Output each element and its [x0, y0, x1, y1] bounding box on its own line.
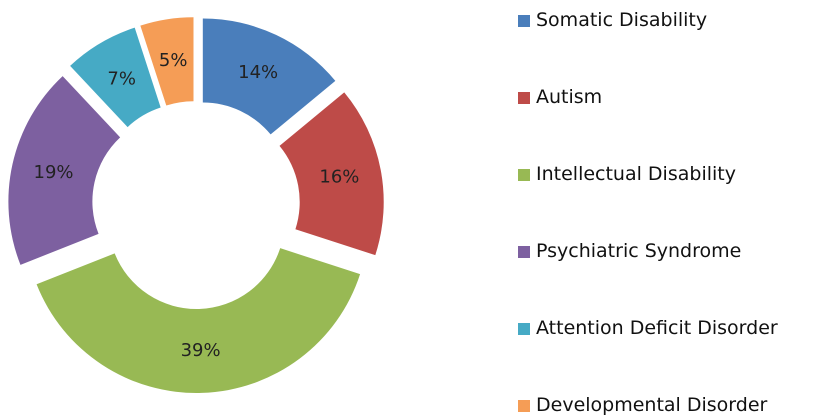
legend-item: Intellectual Disability	[518, 161, 823, 188]
legend-swatch	[518, 92, 530, 104]
legend-label: Developmental Disorder	[536, 394, 768, 416]
pie-slice	[202, 18, 336, 135]
legend-item: Developmental Disorder	[518, 392, 823, 419]
data-label: 39%	[181, 340, 221, 361]
pie-slice	[140, 17, 194, 106]
legend-swatch	[518, 15, 530, 27]
data-label: 16%	[319, 167, 359, 188]
pie-slice	[70, 27, 161, 128]
pie-area: 14% 16% 39% 19% 7% 5%	[8, 17, 384, 393]
legend-label: Autism	[536, 86, 603, 108]
legend-label: Attention Deficit Disorder	[536, 317, 778, 339]
legend-item: Attention Deficit Disorder	[518, 315, 823, 342]
legend-label: Psychiatric Syndrome	[536, 240, 742, 262]
pie-slice	[8, 76, 121, 265]
data-label: 7%	[107, 68, 136, 89]
legend-swatch	[518, 400, 530, 412]
pie-slice	[36, 248, 361, 393]
legend-label: Somatic Disability	[536, 9, 708, 31]
legend-swatch	[518, 246, 530, 258]
legend-swatch	[518, 169, 530, 181]
legend-item: Autism	[518, 84, 823, 111]
legend: Somatic Disability Autism Intellectual Dis…	[518, 0, 823, 420]
data-label: 19%	[34, 162, 74, 183]
legend-label: Intellectual Disability	[536, 163, 736, 185]
pie-slice	[279, 92, 384, 256]
legend-swatch	[518, 323, 530, 335]
legend-item: Psychiatric Syndrome	[518, 238, 823, 265]
data-label: 14%	[238, 62, 278, 83]
data-label: 5%	[159, 50, 188, 71]
legend-item: Somatic Disability	[518, 7, 823, 34]
